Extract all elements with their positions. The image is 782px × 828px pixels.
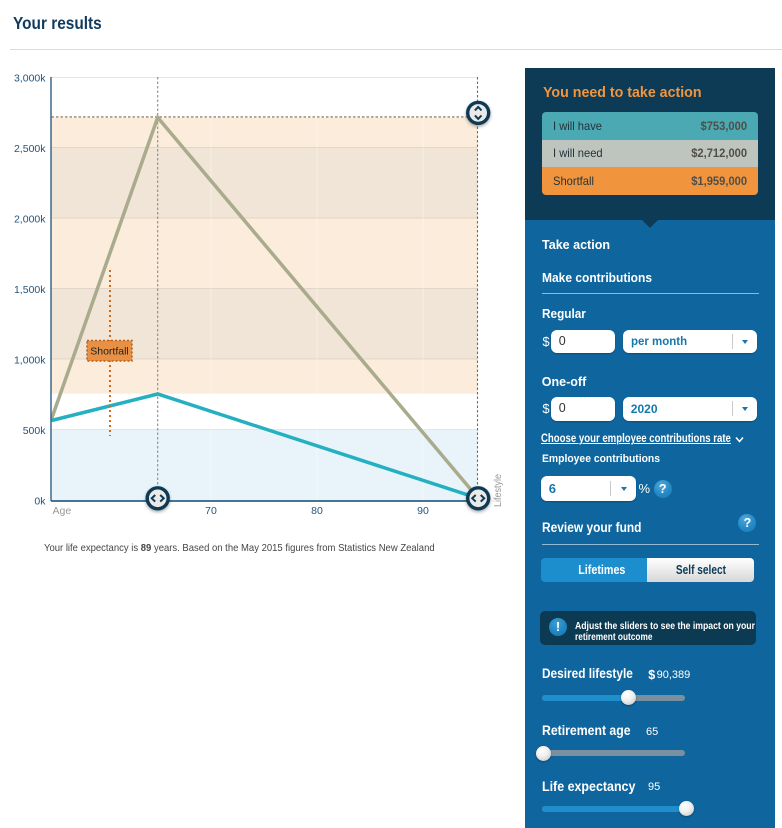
svg-text:90: 90 (417, 505, 429, 517)
svg-text:3,000k: 3,000k (14, 73, 46, 85)
svg-text:500k: 500k (23, 425, 47, 437)
svg-text:1,500k: 1,500k (14, 284, 46, 296)
svg-text:70: 70 (205, 505, 217, 517)
svg-text:2,500k: 2,500k (14, 143, 46, 155)
svg-text:2,000k: 2,000k (14, 214, 46, 226)
svg-text:80: 80 (311, 505, 323, 517)
svg-text:Age: Age (53, 505, 72, 517)
svg-text:Shortfall: Shortfall (90, 346, 129, 358)
svg-text:1,000k: 1,000k (14, 355, 46, 367)
svg-text:0k: 0k (34, 496, 46, 508)
svg-text:Lifestyle: Lifestyle (492, 474, 504, 507)
